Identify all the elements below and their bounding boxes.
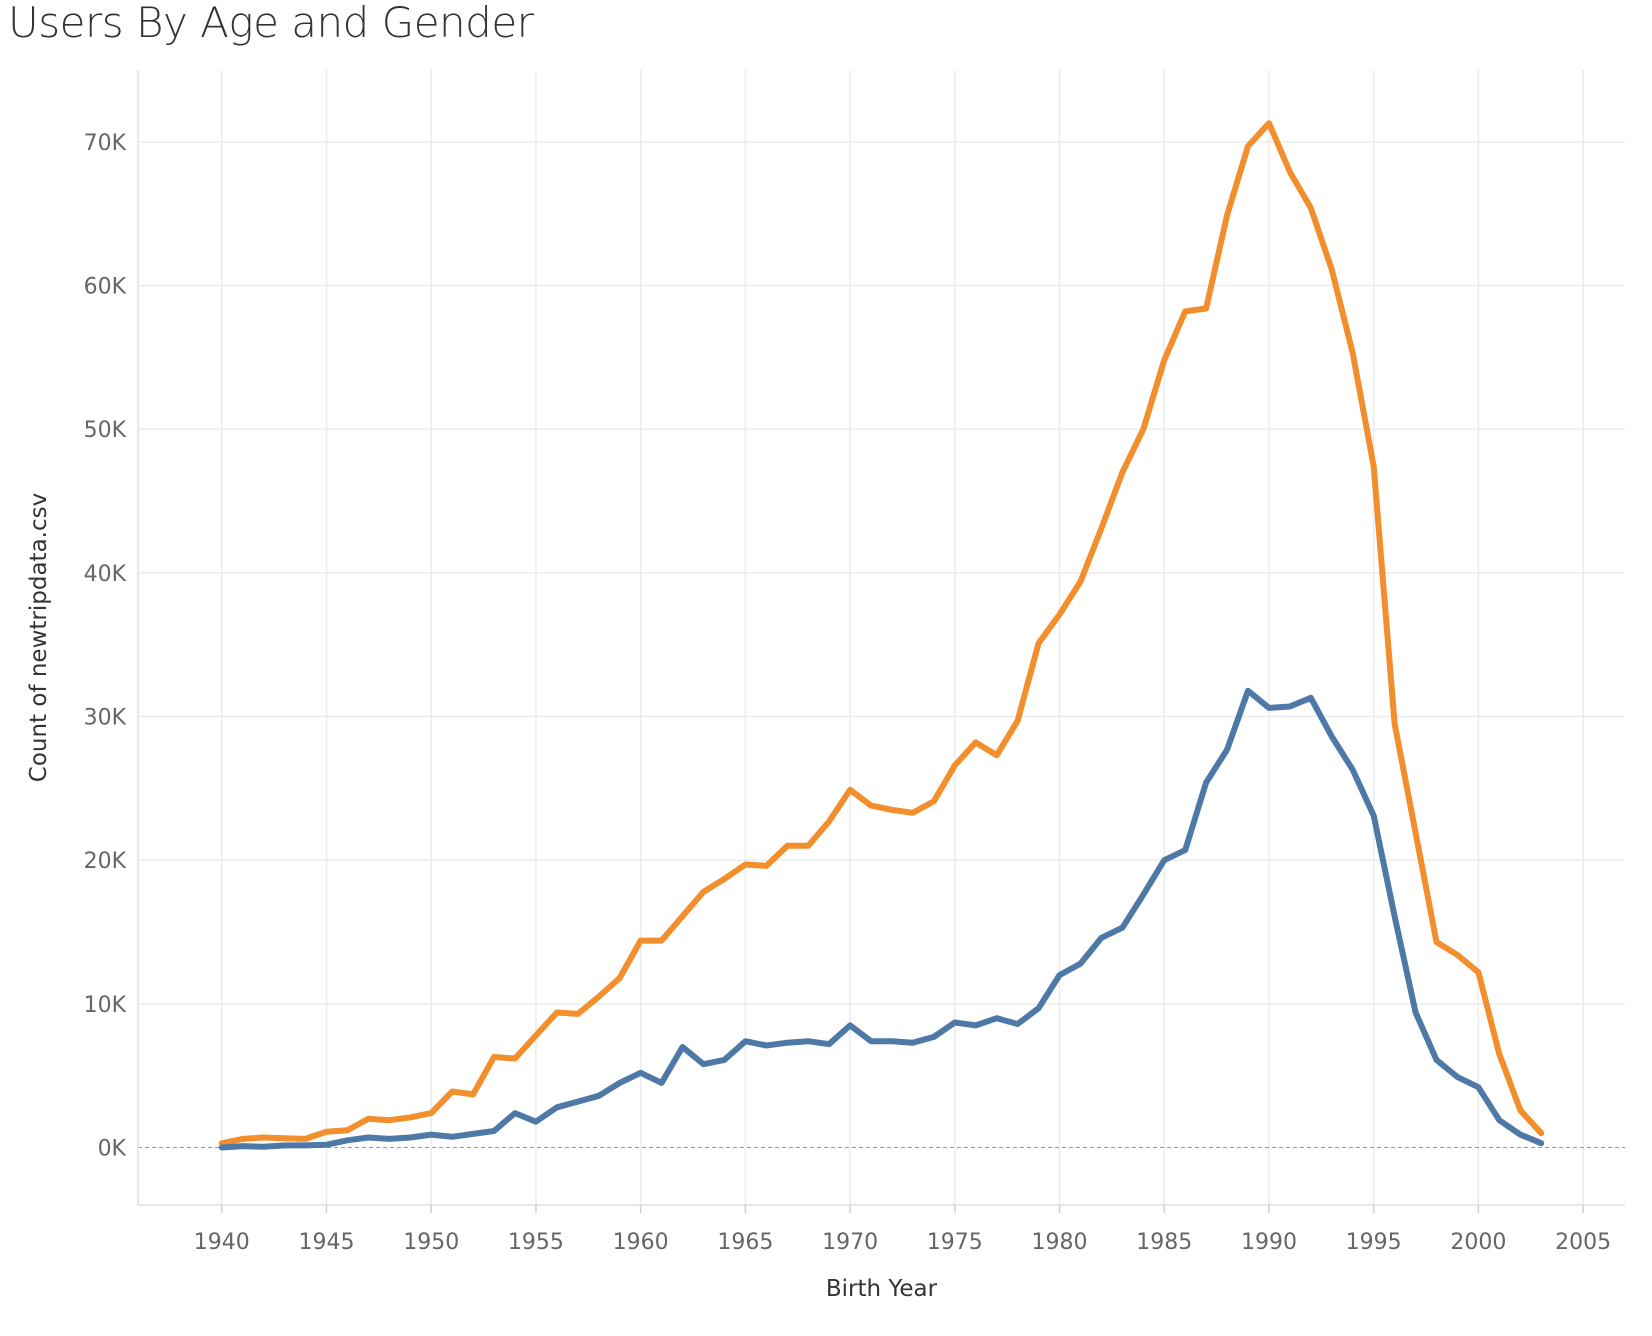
x-tick-label: 2005 — [1555, 1230, 1611, 1255]
y-axis: 0K 10K 20K 30K 40K 50K 60K 70K — [84, 70, 139, 1205]
x-tick-label: 1975 — [927, 1230, 983, 1255]
y-tick-label: 30K — [84, 706, 127, 731]
y-axis-title: Count of newtripdata.csv — [26, 493, 52, 782]
x-tick-label: 1965 — [717, 1230, 773, 1255]
y-tick-label: 70K — [84, 131, 127, 156]
x-axis: 1940 1945 1950 1955 1960 1965 1970 1975 1980 1985… — [138, 1204, 1625, 1255]
x-tick-label: 1990 — [1241, 1230, 1297, 1255]
x-axis-title: Birth Year — [826, 1276, 938, 1302]
x-tick-label: 1940 — [194, 1230, 250, 1255]
series-line-2 — [218, 687, 1545, 1151]
y-tick-label: 50K — [84, 418, 127, 443]
y-tick-label: 60K — [84, 275, 127, 300]
x-tick-labels: 1940 1945 1950 1955 1960 1965 1970 1975 1980 1985… — [194, 1205, 1611, 1255]
horizontal-gridlines — [138, 141, 1625, 1005]
series-line-1 — [218, 120, 1545, 1147]
y-tick-label: 20K — [84, 849, 127, 874]
x-tick-label: 1950 — [403, 1230, 459, 1255]
vertical-gridlines — [221, 70, 1584, 1205]
y-tick-label: 10K — [84, 993, 127, 1018]
y-tick-labels: 0K 10K 20K 30K 40K 50K 60K 70K — [84, 131, 127, 1162]
x-tick-label: 2000 — [1450, 1230, 1506, 1255]
x-tick-label: 1995 — [1346, 1230, 1402, 1255]
y-tick-label: 0K — [98, 1137, 127, 1162]
x-tick-label: 1955 — [508, 1230, 564, 1255]
x-tick-label: 1985 — [1136, 1230, 1192, 1255]
x-tick-label: 1970 — [822, 1230, 878, 1255]
chart-title: Users By Age and Gender — [8, 0, 534, 47]
y-tick-label: 40K — [84, 562, 127, 587]
x-tick-label: 1945 — [298, 1230, 354, 1255]
series-lines — [218, 120, 1545, 1151]
x-tick-label: 1960 — [613, 1230, 669, 1255]
x-tick-label: 1980 — [1032, 1230, 1088, 1255]
